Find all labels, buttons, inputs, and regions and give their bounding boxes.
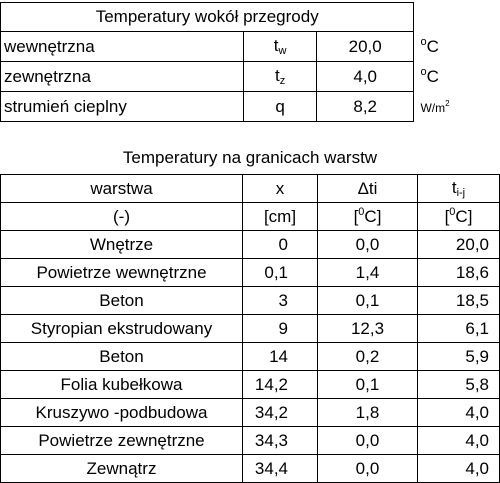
column-header-temperature[interactable]: ti-j (417, 174, 500, 203)
delta-t-cell[interactable]: 1,4 (317, 258, 418, 287)
table-row: zewnętrzna tz 4,0 oC (0, 61, 500, 92)
layer-name-cell[interactable]: Folia kubełkowa (0, 370, 243, 399)
delta-t-cell[interactable]: 0,0 (317, 426, 418, 455)
unit-bracket: [ (444, 207, 450, 226)
depth-cell[interactable]: 34,2 (242, 398, 318, 427)
table-units-row: (-) [cm] [0C] [0C] (0, 202, 500, 231)
unit-superscript: 0 (449, 206, 456, 218)
table2-title[interactable]: Temperatury na granicach warstw (122, 148, 378, 167)
delta-t-cell[interactable]: 0,1 (317, 370, 418, 399)
depth-cell[interactable]: 0,1 (242, 258, 318, 287)
layer-name-cell[interactable]: Styropian ekstrudowany (0, 314, 243, 343)
delta-t-cell[interactable]: 0,1 (317, 286, 418, 315)
table-row: Zewnątrz 34,4 0,0 4,0 (0, 454, 500, 483)
value-cell[interactable]: 20,0 (315, 31, 415, 62)
symbol-subscript: z (279, 75, 286, 87)
layer-name-cell[interactable]: Beton (0, 342, 243, 371)
layer-name-cell[interactable]: Beton (0, 286, 243, 315)
unit-bracket: [ (353, 207, 359, 226)
unit-cell[interactable]: oC (414, 62, 500, 92)
unit-text: C (426, 37, 439, 56)
unit-cell-temperature[interactable]: [0C] (417, 202, 500, 231)
table-row: Powietrze wewnętrzne 0,1 1,4 18,6 (0, 258, 500, 287)
layer-name-cell[interactable]: Powietrze zewnętrzne (0, 426, 243, 455)
unit-text: C (426, 67, 439, 86)
depth-cell[interactable]: 14,2 (242, 370, 318, 399)
boundary-temperatures-table: Temperatury wokół przegrody wewnętrzna t… (0, 2, 500, 122)
delta-t-cell[interactable]: 0,0 (317, 230, 418, 259)
table-row: Beton 3 0,1 18,5 (0, 286, 500, 315)
temperature-cell[interactable]: 4,0 (417, 398, 500, 427)
delta-t-cell[interactable]: 0,0 (317, 454, 418, 483)
layer-name-cell[interactable]: Powietrze wewnętrzne (0, 258, 243, 287)
unit-text: C] (455, 207, 473, 226)
table-row: Folia kubełkowa 14,2 0,1 5,8 (0, 370, 500, 399)
table-row: Powietrze zewnętrzne 34,3 0,0 4,0 (0, 426, 500, 455)
table1-title[interactable]: Temperatury wokół przegrody (0, 2, 415, 32)
depth-cell[interactable]: 0 (242, 230, 318, 259)
temperature-cell[interactable]: 18,6 (417, 258, 500, 287)
depth-cell[interactable]: 9 (242, 314, 318, 343)
unit-text: W/m (420, 100, 446, 115)
unit-cell-warstwa[interactable]: (-) (0, 202, 243, 231)
column-header-warstwa[interactable]: warstwa (0, 174, 243, 203)
table-title-row: Temperatury wokół przegrody (0, 2, 500, 32)
unit-cell-x[interactable]: [cm] (242, 202, 318, 231)
value-cell[interactable]: 4,0 (315, 61, 415, 92)
unit-superscript: 0 (358, 206, 365, 218)
delta-t-cell[interactable]: 12,3 (317, 314, 418, 343)
table-header-row: warstwa x Δti ti-j (0, 174, 500, 203)
temperature-cell[interactable]: 6,1 (417, 314, 500, 343)
depth-cell[interactable]: 3 (242, 286, 318, 315)
temperature-cell[interactable]: 18,5 (417, 286, 500, 315)
unit-superscript: o (420, 66, 427, 78)
value-cell[interactable]: 8,2 (315, 91, 415, 122)
layer-temperatures-table: warstwa x Δti ti-j (-) [cm] [0C] [0C] Wn… (0, 174, 500, 483)
layer-name-cell[interactable]: Wnętrze (0, 230, 243, 259)
table-row: strumień cieplny q 8,2 W/m2 (0, 91, 500, 122)
layer-name-cell[interactable]: Zewnątrz (0, 454, 243, 483)
symbol-subscript: w (278, 45, 287, 57)
symbol-text: t (273, 36, 279, 55)
depth-cell[interactable]: 14 (242, 342, 318, 371)
unit-text: C] (364, 207, 382, 226)
unit-cell[interactable]: W/m2 (414, 92, 500, 122)
temperature-cell[interactable]: 5,8 (417, 370, 500, 399)
table-row: Styropian ekstrudowany 9 12,3 6,1 (0, 314, 500, 343)
unit-cell-delta-t[interactable]: [0C] (317, 202, 418, 231)
label-cell[interactable]: zewnętrzna (0, 61, 245, 92)
symbol-text: t (274, 66, 280, 85)
symbol-cell[interactable]: tw (243, 31, 317, 62)
table-row: Beton 14 0,2 5,9 (0, 342, 500, 371)
temperature-cell[interactable]: 20,0 (417, 230, 500, 259)
symbol-cell[interactable]: tz (243, 61, 317, 92)
table-row: Wnętrze 0 0,0 20,0 (0, 230, 500, 259)
depth-cell[interactable]: 34,3 (242, 426, 318, 455)
table-row: wewnętrzna tw 20,0 oC (0, 31, 500, 62)
unit-superscript: 2 (445, 98, 450, 108)
column-header-x[interactable]: x (242, 174, 318, 203)
layer-name-cell[interactable]: Kruszywo -podbudowa (0, 398, 243, 427)
table-row: Kruszywo -podbudowa 34,2 1,8 4,0 (0, 398, 500, 427)
header-subscript: i-j (456, 187, 466, 199)
temperature-cell[interactable]: 4,0 (417, 454, 500, 483)
symbol-cell[interactable]: q (243, 91, 317, 122)
unit-cell[interactable]: oC (414, 32, 500, 62)
label-cell[interactable]: strumień cieplny (0, 91, 245, 122)
header-text: t (451, 178, 457, 197)
temperature-cell[interactable]: 4,0 (417, 426, 500, 455)
empty-cell[interactable] (414, 3, 500, 32)
column-header-delta-t[interactable]: Δti (317, 174, 418, 203)
temperature-cell[interactable]: 5,9 (417, 342, 500, 371)
delta-t-cell[interactable]: 0,2 (317, 342, 418, 371)
delta-t-cell[interactable]: 1,8 (317, 398, 418, 427)
symbol-text: q (275, 96, 285, 116)
label-cell[interactable]: wewnętrzna (0, 31, 245, 62)
unit-superscript: o (420, 36, 427, 48)
depth-cell[interactable]: 34,4 (242, 454, 318, 483)
